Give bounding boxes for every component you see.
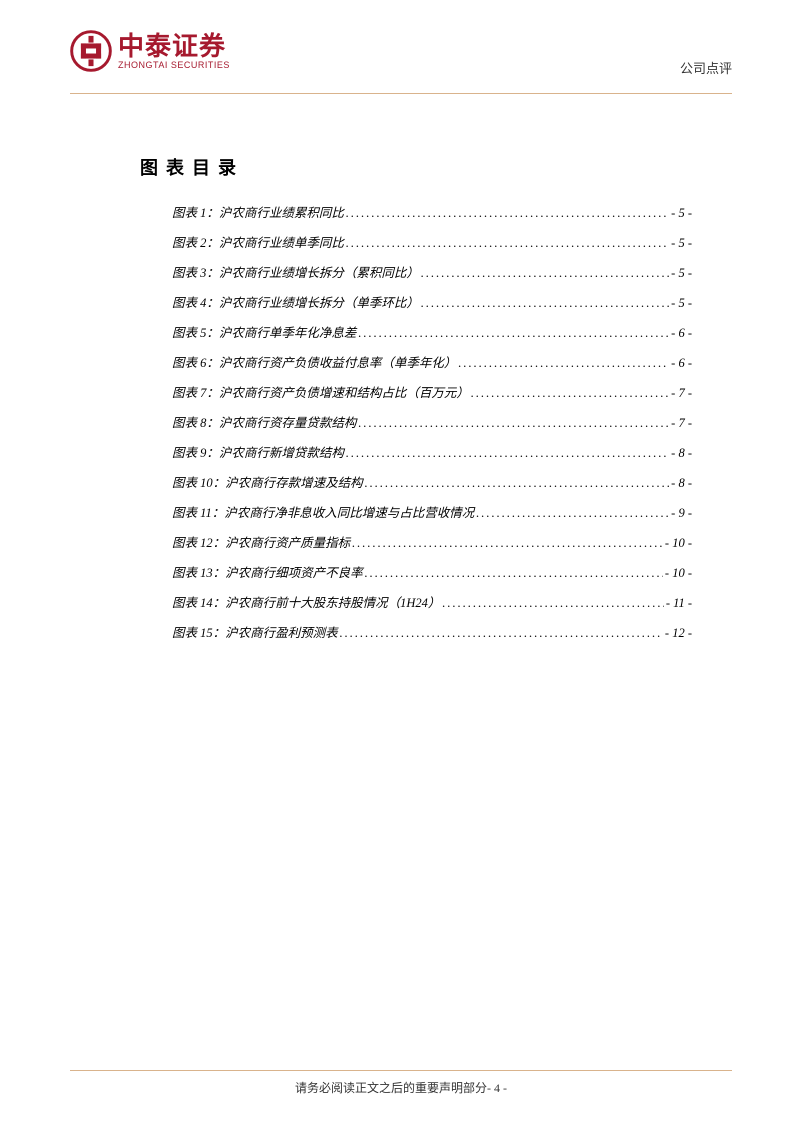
toc-dots (346, 446, 669, 461)
toc-item-desc: 沪农商行净非息收入同比增速与占比营收情况 (224, 502, 474, 521)
toc-dots (358, 416, 669, 431)
company-logo-icon (70, 30, 112, 72)
toc-item-page: - 7 - (671, 386, 692, 401)
toc-item-desc: 沪农商行前十大股东持股情况（1H24） (225, 592, 440, 611)
toc-item-desc: 沪农商行业绩单季同比 (219, 232, 344, 251)
toc-dots (476, 506, 669, 521)
toc-item: 图表 4： 沪农商行业绩增长拆分（单季环比） - 5 - (172, 292, 692, 311)
toc-item-label: 图表 12： (172, 532, 225, 551)
toc-item-label: 图表 6： (172, 352, 219, 371)
toc-item-desc: 沪农商行业绩累积同比 (219, 202, 344, 221)
toc-item: 图表 6： 沪农商行资产负债收益付息率（单季年化） - 6 - (172, 352, 692, 371)
footer-text: 请务必阅读正文之后的重要声明部分- 4 - (70, 1079, 732, 1096)
toc-dots (365, 566, 663, 581)
toc-item-label: 图表 15： (172, 622, 225, 641)
toc-item: 图表 5： 沪农商行单季年化净息差 - 6 - (172, 322, 692, 341)
toc-item: 图表 12： 沪农商行资产质量指标 - 10 - (172, 532, 692, 551)
toc-item-desc: 沪农商行业绩增长拆分（单季环比） (219, 292, 419, 311)
toc-item-label: 图表 3： (172, 262, 219, 281)
toc-item-label: 图表 14： (172, 592, 225, 611)
toc-title: 图表目录 (140, 154, 692, 180)
toc-item-page: - 6 - (671, 326, 692, 341)
toc-item: 图表 1： 沪农商行业绩累积同比 - 5 - (172, 202, 692, 221)
toc-dots (352, 536, 663, 551)
document-type: 公司点评 (680, 58, 732, 77)
content-area: 图表目录 图表 1： 沪农商行业绩累积同比 - 5 - 图表 2： 沪农商行业绩… (0, 94, 802, 641)
toc-item-label: 图表 1： (172, 202, 219, 221)
toc-item-label: 图表 4： (172, 292, 219, 311)
toc-item-desc: 沪农商行存款增速及结构 (225, 472, 363, 491)
toc-item-label: 图表 5： (172, 322, 219, 341)
logo-english: ZHONGTAI SECURITIES (118, 61, 230, 70)
toc-item-desc: 沪农商行资产质量指标 (225, 532, 350, 551)
toc-item-desc: 沪农商行资存量贷款结构 (219, 412, 357, 431)
toc-item-label: 图表 9： (172, 442, 219, 461)
toc-dots (471, 386, 669, 401)
page: 中泰证券 ZHONGTAI SECURITIES 公司点评 图表目录 图表 1：… (0, 0, 802, 1134)
toc-item-page: - 9 - (671, 506, 692, 521)
toc-item-page: - 12 - (665, 626, 692, 641)
logo-chinese: 中泰证券 (118, 33, 230, 59)
header: 中泰证券 ZHONGTAI SECURITIES 公司点评 (0, 0, 802, 87)
toc-dots (340, 626, 663, 641)
toc-item-label: 图表 8： (172, 412, 219, 431)
toc-item-desc: 沪农商行细项资产不良率 (225, 562, 363, 581)
toc-item-page: - 5 - (671, 206, 692, 221)
toc-item-desc: 沪农商行资产负债收益付息率（单季年化） (219, 352, 457, 371)
toc-item-label: 图表 7： (172, 382, 219, 401)
toc-dots (346, 206, 669, 221)
toc-item: 图表 15： 沪农商行盈利预测表 - 12 - (172, 622, 692, 641)
toc-item-page: - 5 - (671, 296, 692, 311)
toc-item: 图表 3： 沪农商行业绩增长拆分（累积同比） - 5 - (172, 262, 692, 281)
toc-dots (421, 296, 669, 311)
footer-divider (70, 1070, 732, 1071)
toc-item-label: 图表 10： (172, 472, 225, 491)
toc-item-page: - 7 - (671, 416, 692, 431)
toc-item-label: 图表 11： (172, 502, 224, 521)
toc-item-desc: 沪农商行盈利预测表 (225, 622, 338, 641)
toc-dots (442, 596, 663, 611)
toc-item: 图表 11： 沪农商行净非息收入同比增速与占比营收情况 - 9 - (172, 502, 692, 521)
toc-item: 图表 10： 沪农商行存款增速及结构 - 8 - (172, 472, 692, 491)
logo-text: 中泰证券 ZHONGTAI SECURITIES (118, 33, 230, 70)
toc-item-page: - 10 - (665, 566, 692, 581)
toc-item: 图表 9： 沪农商行新增贷款结构 - 8 - (172, 442, 692, 461)
toc-item-desc: 沪农商行单季年化净息差 (219, 322, 357, 341)
toc-list: 图表 1： 沪农商行业绩累积同比 - 5 - 图表 2： 沪农商行业绩单季同比 … (140, 202, 692, 641)
toc-item-page: - 8 - (671, 476, 692, 491)
toc-item: 图表 8： 沪农商行资存量贷款结构 - 7 - (172, 412, 692, 431)
toc-dots (346, 236, 669, 251)
toc-item-page: - 8 - (671, 446, 692, 461)
toc-item-page: - 10 - (665, 536, 692, 551)
toc-item-label: 图表 2： (172, 232, 219, 251)
toc-item-desc: 沪农商行业绩增长拆分（累积同比） (219, 262, 419, 281)
toc-dots (365, 476, 670, 491)
toc-item-desc: 沪农商行新增贷款结构 (219, 442, 344, 461)
toc-item: 图表 7： 沪农商行资产负债增速和结构占比（百万元） - 7 - (172, 382, 692, 401)
toc-item: 图表 2： 沪农商行业绩单季同比 - 5 - (172, 232, 692, 251)
toc-item-label: 图表 13： (172, 562, 225, 581)
toc-item: 图表 14： 沪农商行前十大股东持股情况（1H24） - 11 - (172, 592, 692, 611)
toc-dots (458, 356, 669, 371)
logo-block: 中泰证券 ZHONGTAI SECURITIES (70, 30, 230, 72)
toc-item-page: - 6 - (671, 356, 692, 371)
toc-dots (421, 266, 669, 281)
toc-item-desc: 沪农商行资产负债增速和结构占比（百万元） (219, 382, 469, 401)
footer: 请务必阅读正文之后的重要声明部分- 4 - (0, 1070, 802, 1096)
toc-item: 图表 13： 沪农商行细项资产不良率 - 10 - (172, 562, 692, 581)
toc-item-page: - 5 - (671, 236, 692, 251)
toc-dots (358, 326, 669, 341)
toc-item-page: - 5 - (671, 266, 692, 281)
toc-item-page: - 11 - (666, 596, 692, 611)
